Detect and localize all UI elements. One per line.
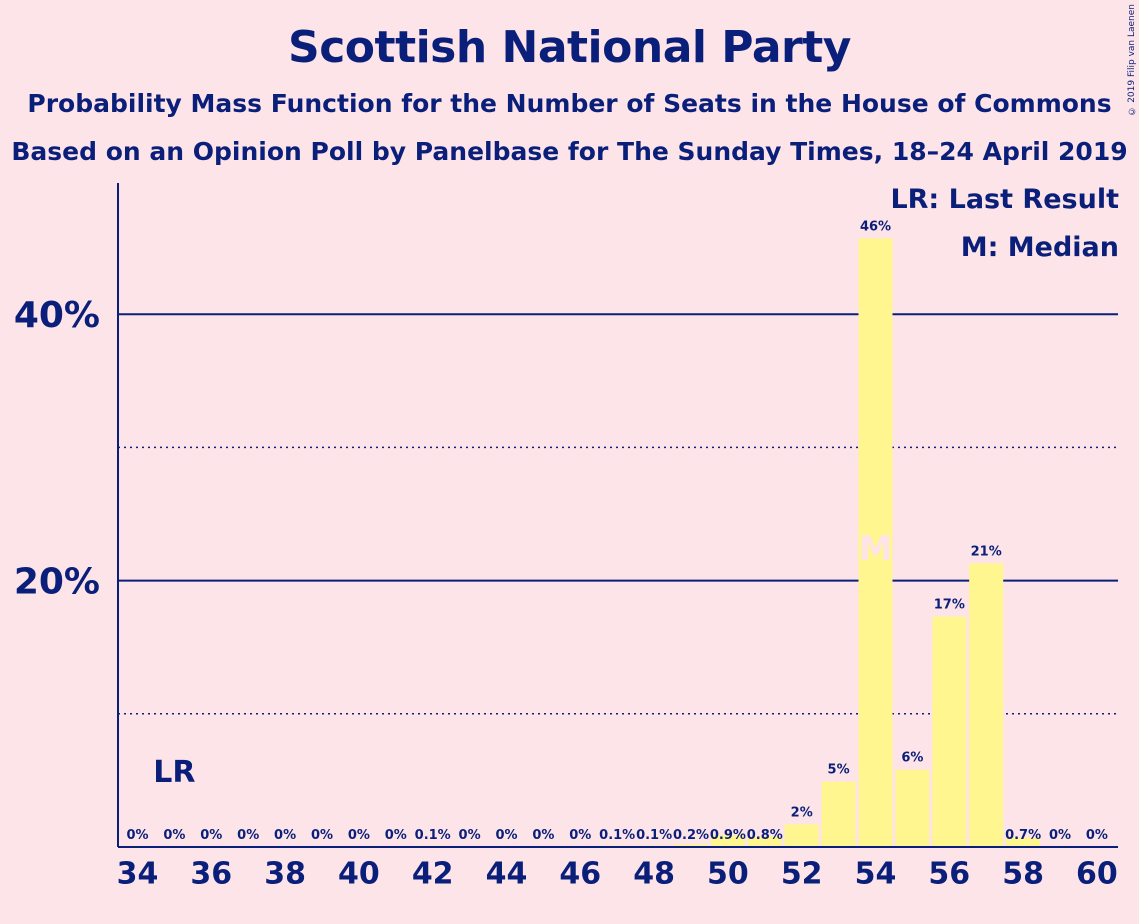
data-label: 0%	[532, 828, 554, 843]
x-tick-label: 50	[707, 857, 749, 892]
data-label: 0.1%	[415, 828, 451, 843]
x-tick-label: 38	[264, 857, 306, 892]
data-label: 0%	[385, 828, 407, 843]
data-label: 0.8%	[747, 828, 783, 843]
data-label: 0%	[126, 828, 148, 843]
chart-subtitle-1: Probability Mass Function for the Number…	[27, 89, 1112, 118]
median-marker: M	[859, 529, 893, 569]
legend-last-result: LR: Last Result	[890, 184, 1119, 215]
data-label: 0%	[495, 828, 517, 843]
data-label: 0%	[569, 828, 591, 843]
data-label: 0%	[1049, 828, 1071, 843]
x-tick-label: 60	[1076, 857, 1118, 892]
bar-seat-53	[821, 781, 856, 847]
x-tick-label: 42	[412, 857, 454, 892]
bar-seat-58	[1006, 837, 1041, 847]
data-label: 21%	[971, 544, 1002, 559]
data-label: 0%	[1086, 828, 1108, 843]
data-label: 0.7%	[1005, 828, 1041, 843]
chart-subtitle-2: Based on an Opinion Poll by Panelbase fo…	[11, 137, 1128, 166]
x-tick-label: 36	[190, 857, 232, 892]
x-tick-label: 56	[928, 857, 970, 892]
x-tick-label: 48	[633, 857, 675, 892]
bar-seat-57	[969, 563, 1004, 847]
data-label: 6%	[901, 751, 923, 766]
bar-seat-50	[710, 835, 745, 847]
bar-seat-54	[858, 238, 893, 847]
data-label: 0%	[163, 828, 185, 843]
x-tick-label: 44	[486, 857, 528, 892]
chart-title: Scottish National Party	[288, 22, 851, 73]
x-tick-label: 58	[1002, 857, 1044, 892]
data-label: 0.2%	[673, 828, 709, 843]
bar-seat-49	[674, 844, 708, 847]
legend-median: M: Median	[960, 232, 1119, 263]
bar-seat-56	[932, 616, 967, 847]
data-label: 17%	[934, 598, 965, 613]
data-label: 0%	[237, 828, 259, 843]
data-label: 2%	[791, 805, 813, 820]
data-label: 0%	[200, 828, 222, 843]
x-tick-label: 54	[855, 857, 897, 892]
data-label: 0.9%	[710, 828, 746, 843]
last-result-marker: LR	[153, 755, 195, 790]
bar-seat-52	[784, 824, 819, 847]
data-label: 0%	[348, 828, 370, 843]
x-tick-label: 46	[559, 857, 601, 892]
data-label: 0%	[311, 828, 333, 843]
data-label: 0%	[274, 828, 296, 843]
x-tick-label: 52	[781, 857, 823, 892]
y-tick-label: 40%	[14, 295, 100, 336]
x-tick-label: 34	[117, 857, 159, 892]
data-label: 0%	[459, 828, 481, 843]
bar-seat-51	[747, 836, 782, 847]
data-label: 0.1%	[636, 828, 672, 843]
data-label: 46%	[860, 219, 891, 234]
data-label: 5%	[828, 763, 850, 778]
x-tick-label: 40	[338, 857, 380, 892]
bar-seat-55	[895, 769, 930, 847]
data-label: 0.1%	[599, 828, 635, 843]
y-tick-label: 20%	[14, 562, 100, 603]
